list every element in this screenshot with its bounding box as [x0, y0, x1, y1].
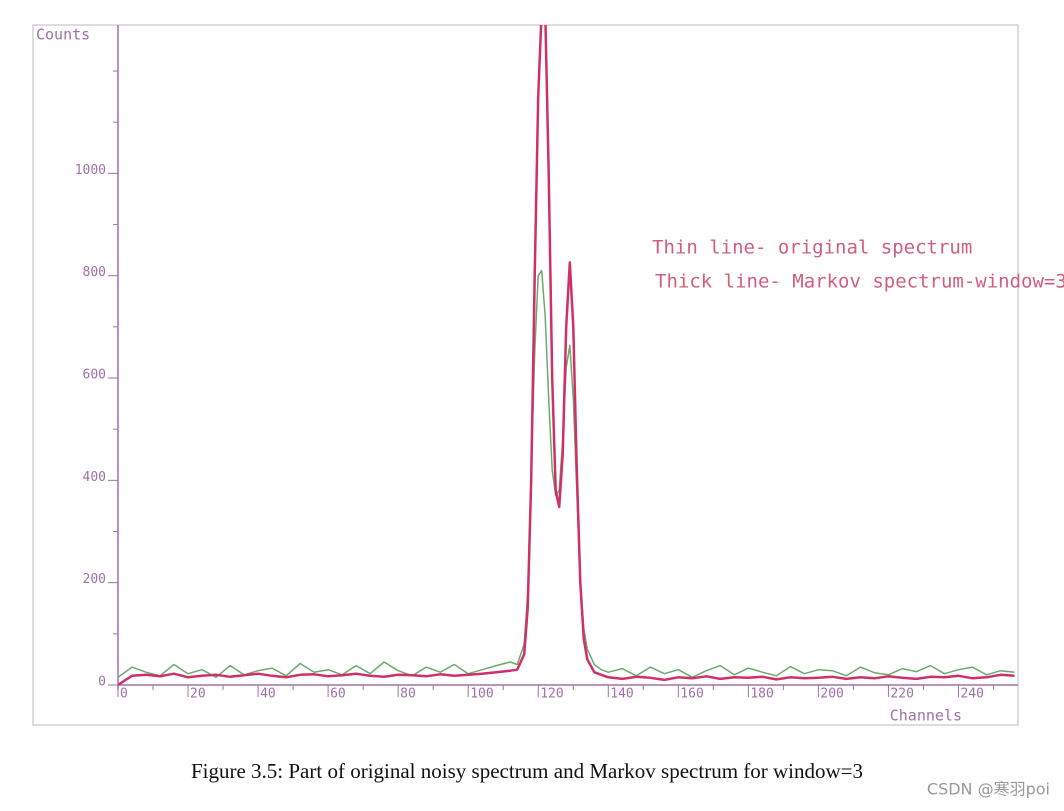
- y-tick-label: 0: [98, 675, 106, 690]
- plot-frame: [32, 24, 1019, 726]
- watermark: CSDN @寒羽poi: [927, 780, 1050, 799]
- y-tick-label: 1000: [75, 163, 106, 178]
- x-tick-label: 220: [890, 687, 913, 702]
- x-tick-label: 180: [750, 687, 773, 702]
- x-tick-label: 160: [680, 687, 703, 702]
- x-tick-label: 0: [120, 687, 128, 702]
- y-tick-label: 200: [83, 572, 106, 587]
- x-tick-label: 100: [470, 687, 493, 702]
- x-tick-label: 40: [260, 687, 276, 702]
- y-tick-label: 600: [83, 368, 106, 383]
- plot-lines: [118, 25, 1015, 687]
- y-tick-label: 400: [83, 470, 106, 485]
- annotation: Thin line- original spectrum: [652, 237, 972, 259]
- x-tick-label: 200: [820, 687, 843, 702]
- y-axis-label: Counts: [36, 26, 90, 44]
- x-tick-label: 80: [400, 687, 416, 702]
- x-tick-label: 140: [610, 687, 633, 702]
- x-tick-label: 120: [540, 687, 563, 702]
- x-tick-label: 20: [190, 687, 206, 702]
- x-tick-label: 60: [330, 687, 346, 702]
- annotation: Thick line- Markov spectrum-window=3: [655, 271, 1064, 293]
- y-tick-label: 800: [83, 265, 106, 280]
- x-axis-label: Channels: [890, 707, 962, 725]
- caption: Figure 3.5: Part of original noisy spect…: [191, 759, 863, 783]
- series-line: [118, 25, 1015, 687]
- x-tick-label: 240: [960, 687, 983, 702]
